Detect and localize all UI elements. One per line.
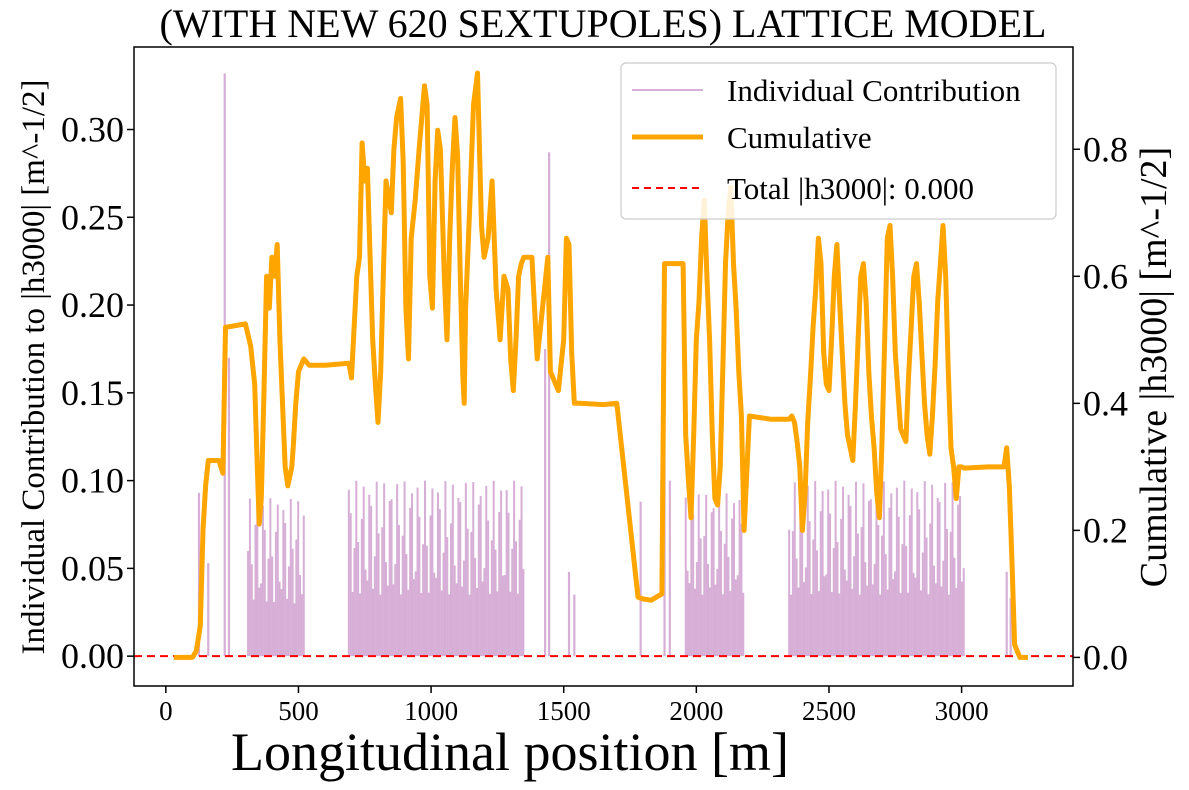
left-y-tick-label: 0.10 xyxy=(61,461,124,501)
x-axis-ticks: 0 500 1000 1500 2000 2500 3000 xyxy=(159,686,989,726)
x-tick-label: 1000 xyxy=(404,696,458,726)
legend-label-individual: Individual Contribution xyxy=(727,73,1021,108)
left-y-tick-label: 0.30 xyxy=(61,110,124,150)
x-tick-label: 2000 xyxy=(669,696,723,726)
x-tick-label: 1500 xyxy=(537,696,591,726)
plot-area xyxy=(134,70,1073,660)
x-axis-label: Longitudinal position [m] xyxy=(231,722,789,782)
right-y-tick-label: 0.6 xyxy=(1083,256,1128,296)
legend: Individual Contribution Cumulative Total… xyxy=(620,62,1057,220)
legend-label-cumulative: Cumulative xyxy=(727,120,872,155)
right-y-axis-ticks: 0.0 0.2 0.4 0.6 0.8 xyxy=(1073,129,1128,677)
right-y-tick-label: 0.0 xyxy=(1083,637,1128,677)
left-y-tick-label: 0.15 xyxy=(61,373,124,413)
left-y-tick-label: 0.20 xyxy=(61,285,124,325)
x-tick-label: 0 xyxy=(159,696,173,726)
x-tick-label: 500 xyxy=(278,696,319,726)
chart-title: (WITH NEW 620 SEXTUPOLES) LATTICE MODEL xyxy=(160,1,1047,46)
right-y-axis-label: Cumulative |h3000| [m^-1/2] xyxy=(1133,147,1175,587)
right-y-tick-label: 0.4 xyxy=(1083,383,1128,423)
legend-box xyxy=(620,62,1057,220)
right-y-tick-label: 0.8 xyxy=(1083,129,1128,169)
legend-label-total: Total |h3000|: 0.000 xyxy=(727,171,974,206)
left-y-tick-label: 0.00 xyxy=(61,636,124,676)
x-tick-label: 3000 xyxy=(935,696,989,726)
cumulative-series-line xyxy=(173,70,1028,660)
left-y-axis-ticks: 0.00 0.05 0.10 0.15 0.20 0.25 0.30 xyxy=(61,110,134,676)
left-y-tick-label: 0.05 xyxy=(61,548,124,588)
x-tick-label: 2500 xyxy=(802,696,856,726)
right-y-tick-label: 0.2 xyxy=(1083,510,1128,550)
left-y-axis-label: Individual Contribution to |h3000| [m^-1… xyxy=(16,80,52,655)
plot-frame xyxy=(133,46,1074,687)
left-y-tick-label: 0.25 xyxy=(61,197,124,237)
